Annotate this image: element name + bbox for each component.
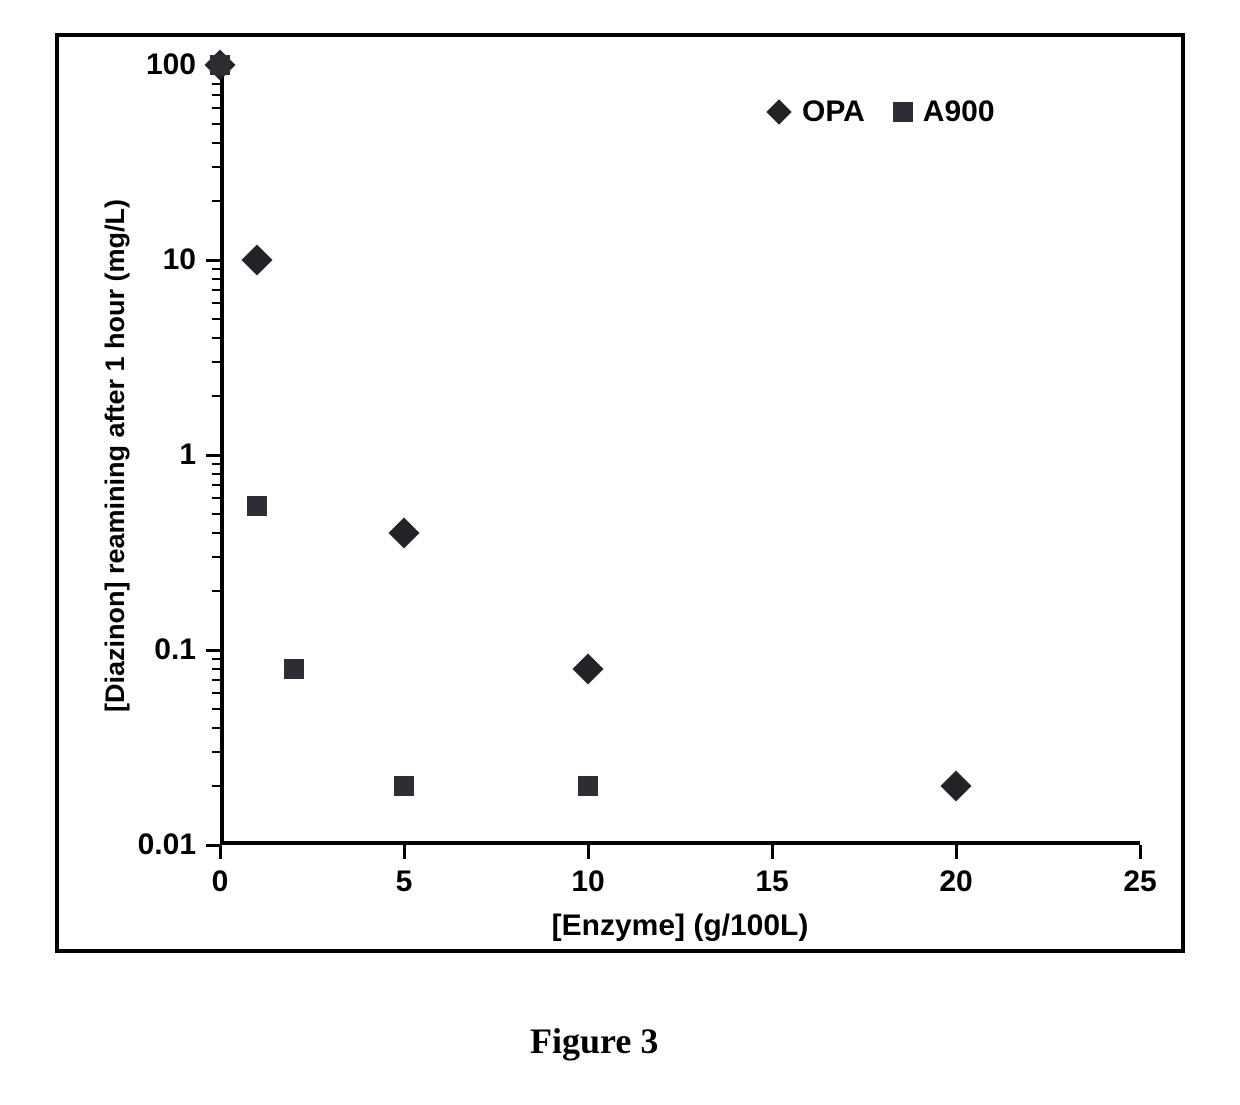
- x-tick: [219, 845, 222, 859]
- y-minor-tick: [212, 94, 220, 96]
- diamond-icon: [766, 99, 791, 124]
- y-tick: [206, 454, 220, 457]
- y-minor-tick: [212, 463, 220, 465]
- y-tick-label: 10: [163, 243, 196, 277]
- y-tick: [206, 259, 220, 262]
- y-minor-tick: [212, 318, 220, 320]
- y-minor-tick: [212, 123, 220, 125]
- x-tick: [1139, 845, 1142, 859]
- y-minor-tick: [212, 590, 220, 592]
- y-axis-title: [Diazinon] reamining after 1 hour (mg/L): [100, 199, 131, 712]
- x-tick: [403, 845, 406, 859]
- legend-label: A900: [923, 95, 995, 129]
- y-minor-tick: [212, 497, 220, 499]
- y-minor-tick: [212, 556, 220, 558]
- x-tick: [955, 845, 958, 859]
- y-minor-tick: [212, 337, 220, 339]
- data-point-A900: [247, 496, 267, 516]
- legend-item-A900: A900: [893, 95, 995, 129]
- y-minor-tick: [212, 361, 220, 363]
- data-point-A900: [210, 55, 230, 75]
- y-minor-tick: [212, 166, 220, 168]
- y-minor-tick: [212, 532, 220, 534]
- legend: OPA A900: [770, 95, 995, 129]
- x-tick: [771, 845, 774, 859]
- y-minor-tick: [212, 751, 220, 753]
- y-tick-label: 100: [146, 48, 196, 82]
- y-tick: [206, 649, 220, 652]
- x-tick: [587, 845, 590, 859]
- legend-item-OPA: OPA: [770, 95, 865, 129]
- data-point-OPA: [572, 653, 603, 684]
- y-minor-tick: [212, 658, 220, 660]
- y-tick-label: 0.1: [154, 633, 196, 667]
- x-tick-label: 10: [571, 865, 604, 899]
- figure-caption: Figure 3: [530, 1020, 658, 1062]
- y-tick: [206, 844, 220, 847]
- y-minor-tick: [212, 473, 220, 475]
- legend-label: OPA: [802, 95, 865, 129]
- y-minor-tick: [212, 708, 220, 710]
- data-point-A900: [394, 776, 414, 796]
- y-axis-line: [220, 65, 224, 845]
- y-minor-tick: [212, 268, 220, 270]
- x-tick-label: 15: [755, 865, 788, 899]
- y-minor-tick: [212, 200, 220, 202]
- page: 0 5 10 15 20 25 0.01 0.1 1 10 100 [Enzyme] (g/100…: [0, 0, 1240, 1105]
- y-minor-tick: [212, 692, 220, 694]
- y-minor-tick: [212, 484, 220, 486]
- y-minor-tick: [212, 278, 220, 280]
- x-tick-label: 20: [939, 865, 972, 899]
- plot-area: [220, 65, 1140, 845]
- y-minor-tick: [212, 679, 220, 681]
- y-minor-tick: [212, 107, 220, 109]
- y-minor-tick: [212, 395, 220, 397]
- x-axis-line: [220, 841, 1140, 845]
- data-point-OPA: [388, 517, 419, 548]
- y-minor-tick: [212, 727, 220, 729]
- y-minor-tick: [212, 142, 220, 144]
- y-minor-tick: [212, 302, 220, 304]
- y-tick-label: 1: [179, 438, 196, 472]
- x-tick-label: 25: [1123, 865, 1156, 899]
- data-point-OPA: [241, 244, 272, 275]
- data-point-A900: [578, 776, 598, 796]
- x-tick-label: 5: [396, 865, 413, 899]
- data-point-OPA: [940, 771, 971, 802]
- y-minor-tick: [212, 289, 220, 291]
- y-minor-tick: [212, 668, 220, 670]
- x-axis-title: [Enzyme] (g/100L): [552, 909, 809, 943]
- y-minor-tick: [212, 83, 220, 85]
- y-tick-label: 0.01: [138, 828, 196, 862]
- y-minor-tick: [212, 785, 220, 787]
- y-minor-tick: [212, 513, 220, 515]
- data-point-A900: [284, 659, 304, 679]
- square-icon: [893, 102, 913, 122]
- x-tick-label: 0: [212, 865, 229, 899]
